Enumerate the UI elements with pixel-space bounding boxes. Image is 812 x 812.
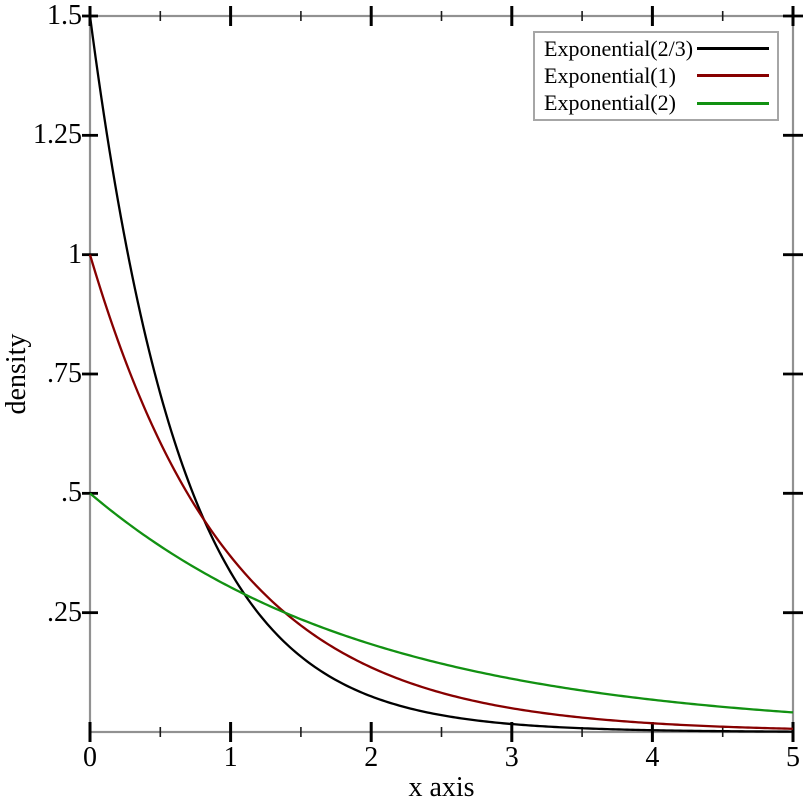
curve-exponential-2- — [89, 492, 794, 714]
y-tick-label: 1.5 — [47, 0, 82, 31]
y-tick-label: 1.25 — [33, 119, 82, 151]
curve-exponential-2-3- — [88, 15, 794, 733]
y-tick-label: .25 — [47, 596, 82, 628]
plot-frame — [88, 14, 795, 734]
legend-label: Exponential(1) — [544, 62, 676, 88]
legend-label: Exponential(2) — [544, 90, 676, 116]
x-tick-label: 1 — [223, 742, 238, 773]
y-axis-label: density — [1, 333, 32, 415]
curve-exponential-1- — [88, 254, 794, 730]
x-tick-label: 2 — [364, 742, 379, 773]
legend-item: Exponential(2) — [544, 90, 769, 116]
y-tick-label: 1 — [68, 238, 82, 270]
x-axis-label: x axis — [408, 772, 475, 803]
x-tick-label: 4 — [645, 742, 660, 773]
x-tick-label: 3 — [504, 742, 519, 773]
legend-line-sample — [697, 47, 769, 51]
legend-line-sample — [697, 101, 769, 105]
legend: Exponential(2/3) Exponential(1) Exponent… — [533, 31, 779, 121]
x-tick-label: 5 — [786, 742, 800, 773]
legend-item: Exponential(1) — [544, 63, 769, 89]
x-tick-label: 0 — [83, 742, 97, 773]
y-tick-label: .75 — [47, 358, 82, 389]
y-tick-label: .5 — [61, 477, 82, 509]
legend-line-sample — [697, 74, 769, 78]
legend-item: Exponential(2/3) — [544, 36, 769, 62]
legend-label: Exponential(2/3) — [544, 35, 694, 61]
